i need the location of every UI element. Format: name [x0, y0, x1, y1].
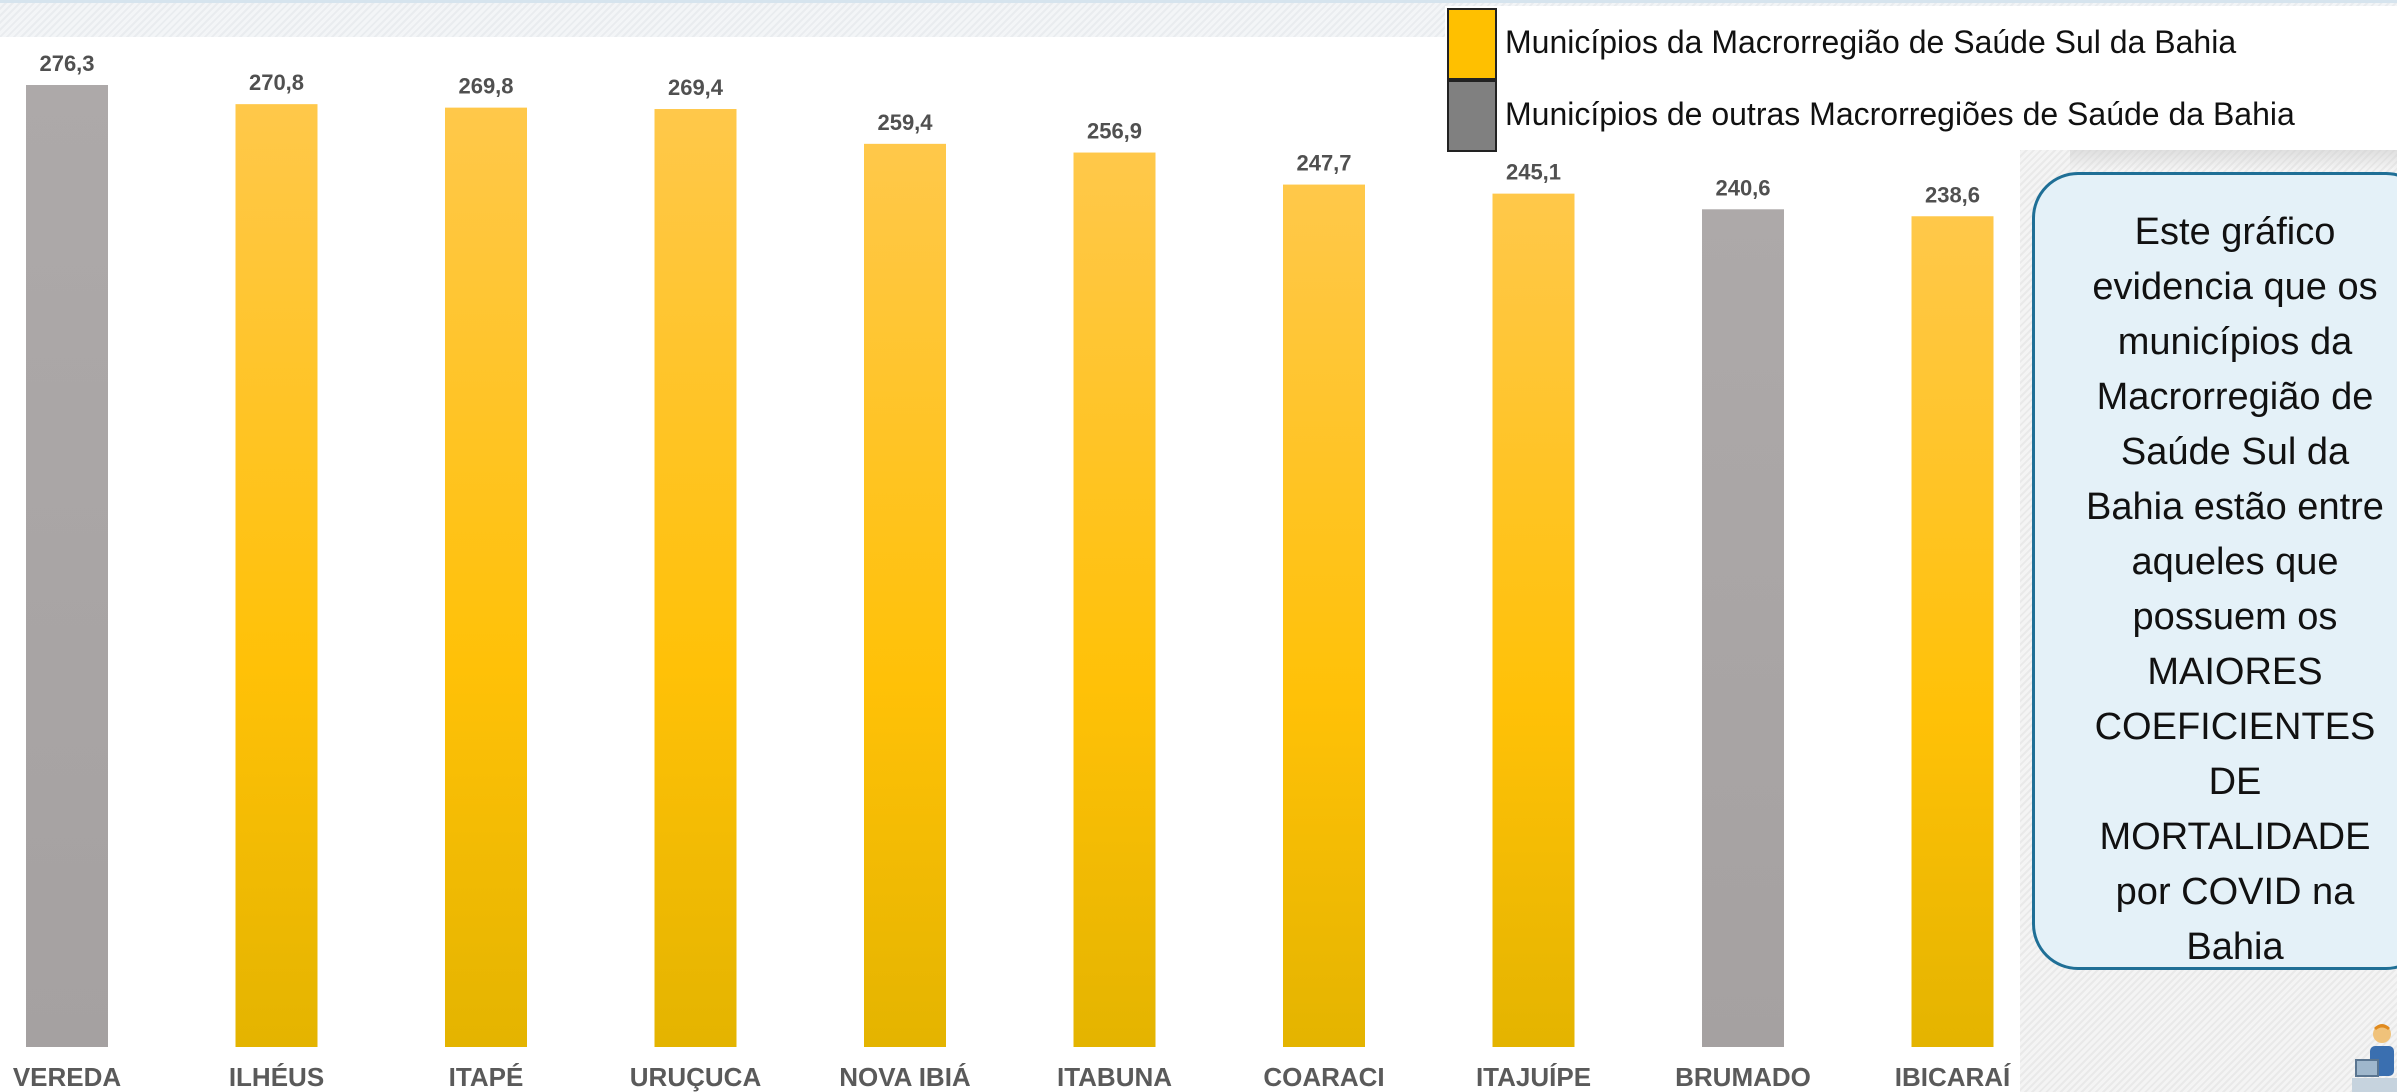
callout-line: Macrorregião de — [2096, 376, 2374, 418]
callout-line: Bahia — [2186, 926, 2284, 968]
legend-label-outras: Municípios de outras Macrorregiões de Sa… — [1505, 96, 2295, 132]
bar-chart: 276,3 270,8 269,8 269,4 259,4 256,9 247,7 245,1… — [13, 51, 2011, 1092]
value-label: 247,7 — [1296, 151, 1351, 176]
callout-line: COEFICIENTES — [2094, 706, 2376, 748]
value-label: 256,9 — [1087, 119, 1142, 144]
bar-nova-ibiá — [864, 143, 946, 1047]
callout-line: MORTALIDADE — [2099, 816, 2371, 858]
legend-item-sul: Municípios da Macrorregião de Saúde Sul … — [1445, 6, 2397, 80]
callout-line: municípios da — [2117, 321, 2353, 363]
x-tick-label: VEREDA — [13, 1062, 122, 1092]
bar-itapé — [445, 107, 527, 1047]
callout-box: Este gráfico evidencia que os municípios… — [2032, 172, 2397, 970]
x-tick-label: IBICARAÍ — [1895, 1062, 2011, 1092]
callout-line: Este gráfico — [2134, 211, 2336, 253]
x-tick-label: ITAJUÍPE — [1476, 1062, 1591, 1092]
callout-line: aqueles que — [2131, 541, 2339, 583]
x-tick-label: NOVA IBIÁ — [839, 1062, 971, 1092]
callout-line: MAIORES — [2147, 651, 2323, 693]
callout-line: evidencia que os — [2092, 266, 2378, 308]
value-label: 240,6 — [1715, 175, 1770, 200]
bar-coaraci — [1283, 184, 1365, 1047]
value-label: 270,8 — [249, 70, 304, 95]
callout-text: Este gráfico evidencia que os municípios… — [2035, 205, 2397, 968]
value-label: 269,4 — [668, 75, 724, 100]
legend-item-outras: Municípios de outras Macrorregiões de Sa… — [1445, 78, 2397, 152]
x-tick-label: ITABUNA — [1057, 1062, 1172, 1092]
callout-line: Saúde Sul da — [2120, 431, 2350, 473]
legend-label-sul: Municípios da Macrorregião de Saúde Sul … — [1505, 24, 2237, 60]
x-tick-label: BRUMADO — [1675, 1062, 1811, 1092]
bar-itajuípe — [1492, 193, 1575, 1047]
person-at-desk-icon — [2352, 1024, 2397, 1092]
callout-line: possuem os — [2132, 596, 2338, 638]
value-label: 238,6 — [1925, 182, 1980, 207]
value-label: 245,1 — [1506, 160, 1561, 185]
x-tick-label: COARACI — [1263, 1062, 1384, 1092]
legend-swatch-outras — [1447, 80, 1497, 152]
bar-ibicaraí — [1911, 216, 1994, 1047]
x-tick-label: URUÇUCA — [630, 1062, 762, 1092]
callout-line: DE — [2208, 761, 2262, 803]
chart-legend: Municípios da Macrorregião de Saúde Sul … — [1445, 6, 2397, 152]
bar-vereda — [26, 85, 108, 1047]
value-label: 276,3 — [39, 51, 94, 76]
x-tick-label: ILHÉUS — [229, 1062, 324, 1092]
value-label: 259,4 — [877, 110, 933, 135]
x-tick-label: ITAPÉ — [449, 1062, 524, 1092]
value-label: 269,8 — [458, 74, 513, 99]
callout-line: por COVID na — [2115, 871, 2355, 913]
bar-ilhéus — [235, 104, 318, 1047]
legend-swatch-sul — [1447, 8, 1497, 80]
bar-itabuna — [1073, 152, 1156, 1048]
callout-line: Bahia estão entre — [2086, 486, 2384, 528]
bar-uruçuca — [654, 109, 737, 1048]
bar-brumado — [1702, 209, 1784, 1048]
